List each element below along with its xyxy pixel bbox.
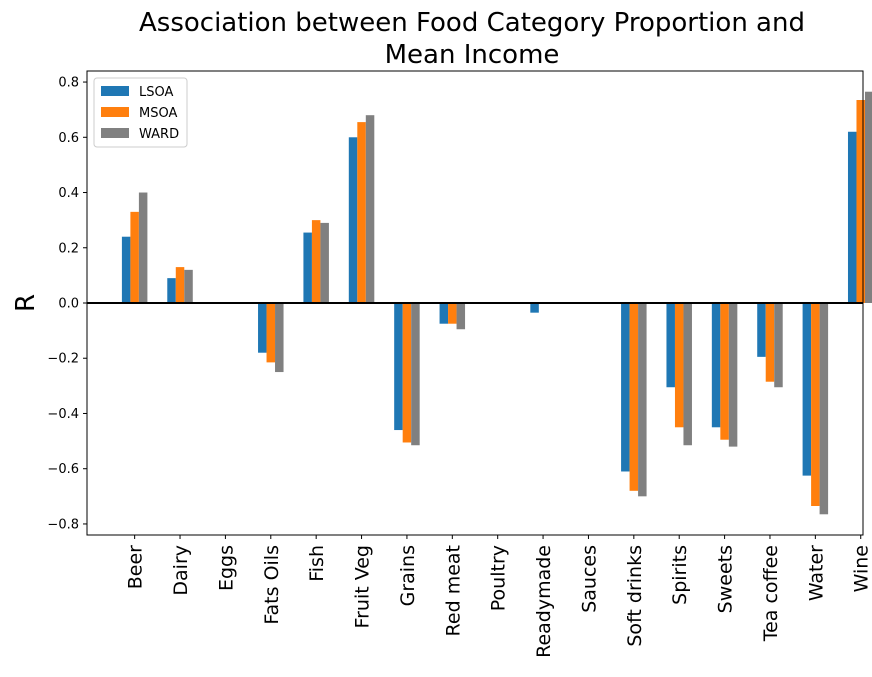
x-tick-label: Eggs	[215, 545, 237, 591]
x-tick-label: Tea coffee	[760, 545, 782, 642]
bar-msoa-water	[811, 303, 820, 506]
x-tick-label: Grains	[397, 545, 419, 606]
legend-items: LSOA MSOA WARD	[101, 85, 179, 142]
bar-msoa-red-meat	[448, 303, 457, 324]
y-tick-label: −0.2	[47, 352, 79, 367]
bar-msoa-spirits	[674, 303, 684, 428]
bar-lsoa-fruit-veg	[348, 137, 358, 303]
bar-ward-water	[819, 303, 829, 515]
bar-msoa-fats-oils	[266, 303, 276, 363]
chart-title-line2: Mean Income	[385, 40, 560, 70]
x-tick-label: Fats Oils	[261, 545, 283, 625]
bar-lsoa-fats-oils	[258, 303, 267, 353]
bar-msoa-sweets	[720, 303, 729, 440]
bar-ward-beer	[138, 192, 148, 303]
x-tick-label: Sauces	[578, 545, 600, 613]
chart-title-line1: Association between Food Category Propor…	[139, 8, 805, 38]
x-tick-label: Dairy	[170, 545, 192, 596]
y-tick-label: −0.4	[47, 407, 79, 422]
y-tick-label: 0.8	[58, 76, 79, 91]
x-tick-label: Readymade	[533, 545, 555, 658]
x-tick-label: Fruit Veg	[352, 545, 374, 628]
legend-swatch-lsoa	[101, 86, 129, 96]
bar-ward-soft-drinks	[638, 303, 647, 497]
y-ticks-group: 0.8 0.6 0.4 0.2 0.0 −0.2 −0.4 −0.6 −0.8	[47, 76, 87, 532]
bar-msoa-grains	[402, 303, 412, 443]
bar-lsoa-soft-drinks	[621, 303, 630, 472]
x-tick-label: Sweets	[715, 545, 737, 613]
x-tick-label: Poultry	[488, 545, 510, 611]
bar-ward-grains	[411, 303, 420, 446]
x-tick-label: Fish	[306, 545, 328, 582]
bar-ward-dairy	[184, 269, 193, 303]
legend-swatch-ward	[101, 128, 129, 138]
bar-lsoa-wine	[847, 131, 857, 303]
bar-ward-wine	[864, 91, 872, 304]
bars-group	[121, 91, 872, 515]
y-axis-label: R	[11, 294, 41, 312]
x-tick-label: Wine	[851, 545, 872, 592]
bar-ward-sweets	[728, 303, 738, 447]
bar-msoa-fish	[311, 220, 321, 303]
bar-msoa-beer	[130, 211, 139, 303]
bar-lsoa-readymade	[530, 303, 539, 313]
bar-lsoa-beer	[121, 236, 131, 303]
bar-ward-red-meat	[456, 303, 466, 330]
legend: LSOA MSOA WARD	[93, 77, 188, 148]
bar-lsoa-grains	[394, 303, 403, 431]
bar-msoa-dairy	[175, 267, 185, 303]
x-tick-label: Beer	[125, 545, 147, 589]
bar-msoa-soft-drinks	[629, 303, 639, 491]
bar-lsoa-tea-coffee	[757, 303, 766, 357]
x-tick-label: Soft drinks	[624, 545, 646, 647]
y-tick-label: −0.8	[47, 517, 79, 532]
bar-lsoa-red-meat	[439, 303, 449, 324]
y-tick-label: 0.6	[58, 131, 79, 146]
x-ticks-group: Beer Dairy Eggs Fats Oils Fish Fruit Veg Grain…	[125, 535, 872, 658]
x-tick-label: Water	[805, 545, 827, 601]
bar-lsoa-dairy	[167, 278, 176, 303]
x-tick-label: Spirits	[669, 545, 691, 605]
y-tick-label: 0.0	[58, 297, 79, 312]
y-tick-label: −0.6	[47, 462, 79, 477]
legend-label-msoa: MSOA	[139, 106, 177, 121]
bar-ward-fish	[320, 222, 329, 303]
bar-lsoa-spirits	[666, 303, 675, 388]
legend-swatch-msoa	[101, 107, 129, 117]
plot-frame	[86, 70, 864, 536]
bar-msoa-wine	[856, 100, 865, 303]
x-tick-label: Red meat	[442, 545, 464, 636]
bar-ward-fruit-veg	[365, 115, 375, 303]
y-tick-label: 0.4	[58, 186, 79, 201]
bar-ward-spirits	[683, 303, 692, 446]
bar-lsoa-sweets	[711, 303, 721, 428]
bar-msoa-fruit-veg	[357, 122, 366, 303]
bar-msoa-tea-coffee	[765, 303, 775, 382]
bar-lsoa-fish	[303, 232, 312, 303]
bar-ward-fats-oils	[275, 303, 284, 373]
bar-lsoa-water	[802, 303, 812, 476]
bar-ward-tea-coffee	[774, 303, 783, 388]
legend-label-lsoa: LSOA	[139, 85, 173, 100]
legend-label-ward: WARD	[139, 127, 179, 142]
y-tick-label: 0.2	[58, 241, 79, 256]
